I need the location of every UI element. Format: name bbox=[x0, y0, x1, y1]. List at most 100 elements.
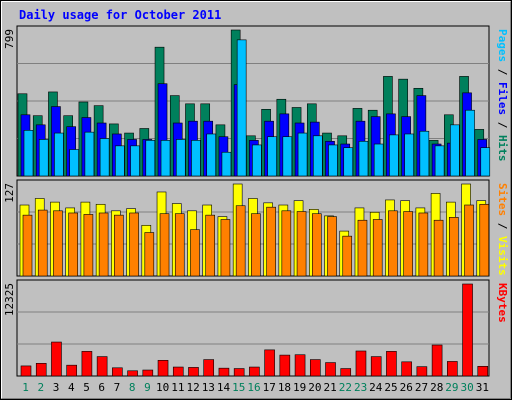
legend-entry: Hits bbox=[496, 135, 509, 162]
bar-kbytes-30 bbox=[462, 283, 473, 377]
bar-pages-23 bbox=[358, 140, 369, 177]
day-label-14: 14 bbox=[217, 381, 231, 394]
bar-pages-8 bbox=[130, 145, 140, 177]
bar-sites-19 bbox=[296, 211, 307, 277]
bar-sites-3 bbox=[53, 210, 63, 277]
bar-kbytes-5 bbox=[81, 351, 93, 377]
day-label-7: 7 bbox=[114, 381, 121, 394]
bar-sites-21 bbox=[327, 216, 337, 277]
bar-sites-22 bbox=[342, 235, 353, 277]
bar-sites-26 bbox=[403, 211, 413, 277]
chart-title: Daily usage for October 2011 bbox=[19, 8, 221, 22]
panel-top: 799 Pages / Files / Hits bbox=[3, 25, 509, 177]
bar-kbytes-29 bbox=[447, 361, 458, 377]
bar-sites-6 bbox=[98, 212, 109, 277]
bar-kbytes-10 bbox=[157, 360, 169, 377]
bar-pages-27 bbox=[419, 130, 430, 177]
day-label-1: 1 bbox=[22, 381, 29, 394]
bar-kbytes-15 bbox=[233, 368, 245, 377]
bar-sites-4 bbox=[68, 212, 78, 277]
bar-kbytes-20 bbox=[309, 359, 321, 377]
legend-entry: KBytes bbox=[496, 283, 509, 323]
legend-top: Pages / Files / Hits bbox=[496, 29, 509, 162]
bar-sites-28 bbox=[433, 219, 444, 277]
bar-kbytes-11 bbox=[172, 366, 184, 377]
bar-kbytes-25 bbox=[386, 351, 397, 377]
bar-sites-10 bbox=[159, 213, 170, 277]
bar-pages-1 bbox=[23, 130, 34, 177]
bar-kbytes-3 bbox=[51, 341, 62, 377]
bar-kbytes-13 bbox=[203, 359, 215, 377]
legend-entry: Pages bbox=[496, 29, 509, 62]
bar-kbytes-14 bbox=[218, 367, 230, 377]
bar-kbytes-4 bbox=[66, 364, 77, 377]
bar-kbytes-2 bbox=[35, 363, 47, 377]
day-label-4: 4 bbox=[68, 381, 75, 394]
legend-bottom: KBytes bbox=[496, 283, 509, 323]
legend-entry: Files bbox=[496, 82, 509, 115]
bar-kbytes-6 bbox=[96, 356, 108, 377]
bar-pages-17 bbox=[267, 136, 277, 177]
panel-middle: 127 Sites / Visits bbox=[3, 179, 509, 277]
y-max-label-bottom: 12325 bbox=[3, 283, 16, 316]
bar-pages-24 bbox=[373, 143, 384, 177]
bar-sites-12 bbox=[190, 229, 200, 277]
day-label-27: 27 bbox=[415, 381, 428, 394]
bar-sites-17 bbox=[266, 206, 276, 277]
day-label-8: 8 bbox=[129, 381, 136, 394]
bar-pages-7 bbox=[115, 145, 125, 177]
day-label-17: 17 bbox=[263, 381, 276, 394]
legend-entry: / bbox=[496, 216, 509, 236]
bar-sites-30 bbox=[464, 204, 474, 277]
bar-sites-24 bbox=[372, 219, 383, 277]
bar-kbytes-12 bbox=[188, 367, 199, 377]
bar-pages-9 bbox=[145, 140, 156, 177]
bar-pages-5 bbox=[84, 131, 95, 177]
bar-kbytes-28 bbox=[431, 344, 443, 377]
bar-kbytes-22 bbox=[340, 368, 352, 377]
bar-kbytes-9 bbox=[142, 369, 154, 377]
day-label-16: 16 bbox=[247, 381, 260, 394]
day-label-23: 23 bbox=[354, 381, 367, 394]
day-label-18: 18 bbox=[278, 381, 291, 394]
bar-kbytes-26 bbox=[401, 361, 412, 377]
bar-kbytes-8 bbox=[127, 370, 138, 377]
bar-pages-12 bbox=[191, 140, 201, 177]
day-label-12: 12 bbox=[186, 381, 199, 394]
bar-kbytes-24 bbox=[370, 356, 382, 377]
bar-sites-8 bbox=[129, 212, 139, 277]
day-label-10: 10 bbox=[156, 381, 169, 394]
bar-pages-20 bbox=[312, 135, 323, 177]
day-label-19: 19 bbox=[293, 381, 306, 394]
day-label-21: 21 bbox=[324, 381, 337, 394]
bar-sites-27 bbox=[418, 212, 429, 277]
day-label-30: 30 bbox=[461, 381, 474, 394]
bar-pages-18 bbox=[282, 136, 293, 177]
legend-entry: / bbox=[496, 62, 509, 82]
y-max-label-top: 799 bbox=[3, 29, 16, 49]
day-label-20: 20 bbox=[308, 381, 321, 394]
day-label-22: 22 bbox=[339, 381, 352, 394]
bar-sites-14 bbox=[220, 219, 231, 277]
legend-middle: Sites / Visits bbox=[496, 183, 509, 276]
bar-sites-29 bbox=[449, 217, 459, 277]
day-label-11: 11 bbox=[171, 381, 184, 394]
bar-pages-16 bbox=[252, 144, 262, 177]
bar-kbytes-1 bbox=[20, 365, 32, 377]
bar-kbytes-31 bbox=[477, 365, 489, 377]
day-label-29: 29 bbox=[445, 381, 458, 394]
legend-entry: Sites bbox=[496, 183, 509, 216]
bar-sites-7 bbox=[114, 214, 124, 277]
day-label-24: 24 bbox=[369, 381, 383, 394]
day-label-6: 6 bbox=[98, 381, 105, 394]
day-label-26: 26 bbox=[400, 381, 413, 394]
day-label-13: 13 bbox=[202, 381, 215, 394]
bar-sites-16 bbox=[251, 213, 261, 277]
bar-sites-13 bbox=[205, 214, 216, 277]
day-label-31: 31 bbox=[476, 381, 489, 394]
bar-sites-25 bbox=[388, 210, 398, 277]
bar-kbytes-16 bbox=[249, 366, 260, 377]
day-label-2: 2 bbox=[38, 381, 45, 394]
